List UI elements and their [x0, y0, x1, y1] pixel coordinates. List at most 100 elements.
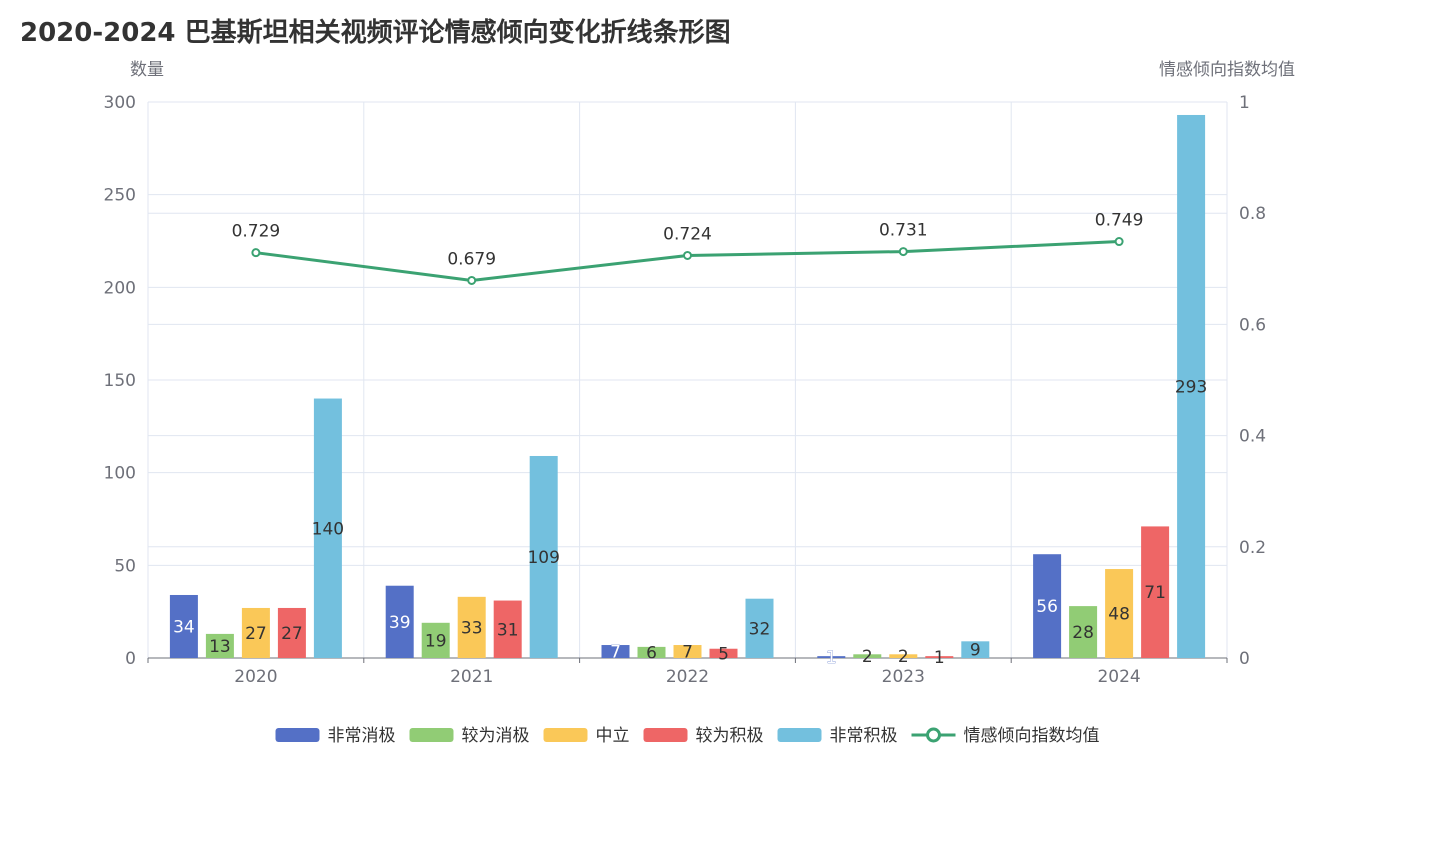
bar-value-label: 109	[527, 548, 559, 568]
y-left-tick-label: 200	[104, 278, 136, 298]
bar	[961, 641, 990, 658]
line-value-label: 0.679	[447, 249, 496, 269]
legend-swatch	[543, 728, 588, 742]
bar-value-label: 27	[245, 624, 267, 644]
y-right-tick-label: 0.8	[1239, 204, 1266, 224]
bar-value-label: 7	[610, 643, 621, 663]
bar-value-label: 34	[173, 617, 195, 637]
legend-label: 较为消极	[462, 726, 530, 746]
bar-layer	[169, 114, 1206, 659]
line-point	[1114, 237, 1124, 247]
bar	[421, 622, 450, 658]
bar-value-label: 19	[425, 631, 447, 651]
bar	[601, 645, 630, 658]
bar	[637, 646, 666, 658]
bar-value-label: 48	[1108, 605, 1130, 625]
line-layer	[251, 237, 1124, 285]
bar	[313, 398, 342, 658]
x-tick-label: 2024	[1097, 667, 1140, 687]
x-tick-label: 2021	[450, 667, 493, 687]
bar	[493, 600, 522, 658]
bar	[205, 633, 234, 658]
bar-value-label: 7	[682, 643, 693, 663]
bar	[889, 654, 918, 658]
y-left-tick-label: 0	[125, 649, 136, 669]
bar	[817, 656, 846, 658]
y-left-tick-label: 100	[104, 464, 136, 484]
bar	[1069, 606, 1098, 658]
y-left-tick-label: 250	[104, 186, 136, 206]
y-left-tick-label: 50	[114, 556, 136, 576]
legend-swatch	[643, 728, 688, 742]
legend-label: 中立	[596, 726, 630, 746]
line-point	[898, 247, 908, 257]
y-right-tick-label: 0	[1239, 649, 1250, 669]
bar	[385, 585, 414, 658]
bar	[1105, 569, 1134, 658]
bar	[673, 645, 702, 658]
axis-layer: 0 50 100 150 200 250 300 0 0.2 0.4 0.6 0.8 1 2020 2021…	[104, 60, 1295, 687]
bar-value-label: 5	[718, 644, 729, 664]
legend-item: 非常消极	[275, 726, 396, 746]
y-left-tick-label: 300	[104, 93, 136, 113]
bar-value-label: 1	[934, 648, 945, 668]
bar-value-label: 2	[862, 647, 873, 667]
y-right-tick-label: 0.4	[1239, 427, 1266, 447]
bar-value-label: 32	[749, 619, 771, 639]
line-point	[251, 248, 261, 258]
line-value-label: 0.749	[1095, 211, 1144, 231]
bar-value-label: 39	[389, 613, 411, 633]
bar	[169, 594, 198, 658]
legend-swatch	[275, 728, 320, 742]
bar	[277, 607, 306, 658]
line-value-label: 0.731	[879, 221, 928, 241]
bar	[529, 455, 558, 658]
bar-value-label: 31	[497, 620, 519, 640]
bar-value-label: 1	[826, 648, 837, 668]
bar-value-label: 293	[1175, 377, 1207, 397]
bar-value-label: 6	[646, 643, 657, 663]
bar-value-label: 28	[1072, 623, 1094, 643]
legend-label: 较为积极	[696, 726, 764, 746]
bar-value-label: 2	[898, 647, 909, 667]
bar-value-label: 71	[1144, 583, 1166, 603]
bar	[241, 607, 270, 658]
legend-label: 非常消极	[328, 726, 396, 746]
sentiment-line	[255, 240, 1120, 282]
line-point	[467, 275, 477, 285]
bar	[745, 598, 774, 658]
bar-value-label: 33	[461, 618, 483, 638]
line-value-label: 0.724	[663, 224, 712, 244]
y-right-tick-label: 0.2	[1239, 538, 1266, 558]
x-tick-label: 2020	[234, 667, 277, 687]
legend-label: 非常积极	[830, 726, 898, 746]
legend-point-icon	[926, 727, 941, 743]
legend-swatch	[409, 728, 454, 742]
bar-value-label: 27	[281, 624, 303, 644]
bar	[1177, 114, 1206, 659]
bar-value-label: 140	[312, 519, 344, 539]
y-right-tick-label: 0.6	[1239, 315, 1266, 335]
bar	[1033, 554, 1062, 658]
y-right-axis-name: 情感倾向指数均值	[1159, 60, 1295, 80]
bar-value-label: 13	[209, 637, 231, 657]
legend-item: 非常积极	[777, 726, 898, 746]
legend-item: 较为积极	[643, 726, 764, 746]
legend: 非常消极 较为消极 中立 较为积极 非常积极 情感倾向指数均值	[275, 726, 1100, 746]
bar	[709, 648, 738, 658]
line-value-label: 0.729	[232, 222, 281, 242]
y-left-axis-name: 数量	[130, 60, 164, 80]
legend-item: 中立	[543, 726, 630, 746]
legend-swatch	[777, 728, 822, 742]
line-point	[683, 250, 692, 260]
bar-value-label: 56	[1036, 597, 1058, 617]
bar	[1141, 526, 1170, 658]
x-tick-label: 2023	[882, 667, 925, 687]
y-left-tick-label: 150	[104, 371, 136, 391]
bar	[925, 656, 954, 658]
y-right-tick-label: 1	[1239, 93, 1250, 113]
bar-value-label: 9	[970, 641, 981, 661]
bar	[853, 654, 882, 658]
